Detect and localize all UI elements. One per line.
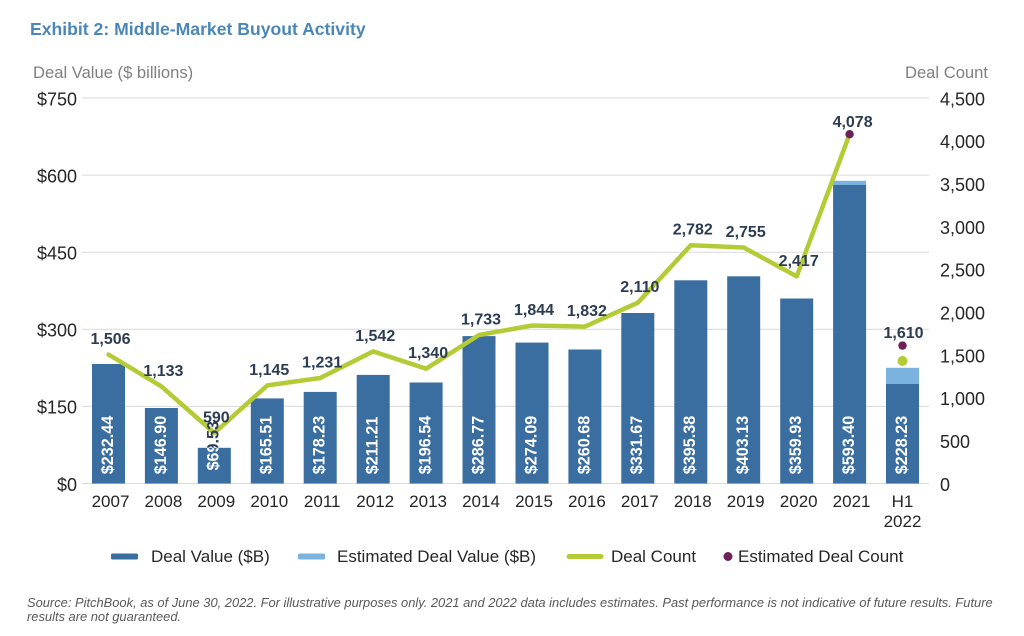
svg-text:2010: 2010 bbox=[250, 492, 288, 511]
svg-text:$331.67: $331.67 bbox=[628, 416, 646, 475]
svg-text:1,844: 1,844 bbox=[514, 302, 554, 319]
svg-text:0: 0 bbox=[940, 475, 950, 495]
svg-text:$274.09: $274.09 bbox=[522, 416, 540, 475]
svg-text:Deal Count: Deal Count bbox=[611, 547, 696, 566]
svg-text:$150: $150 bbox=[37, 398, 77, 418]
svg-text:$286.77: $286.77 bbox=[469, 416, 487, 475]
svg-text:1,733: 1,733 bbox=[461, 312, 501, 329]
svg-text:H1: H1 bbox=[892, 492, 914, 511]
svg-text:Deal Count: Deal Count bbox=[905, 63, 988, 82]
svg-text:2022: 2022 bbox=[884, 512, 922, 531]
svg-text:$395.38: $395.38 bbox=[681, 416, 699, 475]
svg-text:$0: $0 bbox=[57, 475, 77, 495]
svg-text:2019: 2019 bbox=[727, 492, 765, 511]
svg-text:2012: 2012 bbox=[356, 492, 394, 511]
svg-text:3,000: 3,000 bbox=[940, 218, 985, 238]
svg-text:2,755: 2,755 bbox=[726, 224, 766, 241]
svg-text:4,500: 4,500 bbox=[940, 89, 985, 109]
svg-text:1,340: 1,340 bbox=[408, 345, 448, 362]
svg-text:2016: 2016 bbox=[568, 492, 606, 511]
svg-text:Estimated Deal Value ($B): Estimated Deal Value ($B) bbox=[337, 547, 536, 566]
svg-text:1,506: 1,506 bbox=[90, 331, 130, 348]
svg-text:4,078: 4,078 bbox=[833, 114, 873, 131]
svg-text:1,500: 1,500 bbox=[940, 346, 985, 366]
svg-text:2021: 2021 bbox=[833, 492, 871, 511]
svg-text:1,832: 1,832 bbox=[567, 303, 607, 320]
svg-text:$146.90: $146.90 bbox=[152, 416, 170, 475]
svg-text:$403.13: $403.13 bbox=[734, 416, 752, 475]
svg-text:$750: $750 bbox=[37, 89, 77, 109]
svg-text:$232.44: $232.44 bbox=[99, 416, 117, 475]
svg-text:2,417: 2,417 bbox=[779, 253, 819, 270]
svg-text:1,000: 1,000 bbox=[940, 389, 985, 409]
svg-text:$260.68: $260.68 bbox=[575, 416, 593, 475]
svg-text:$165.51: $165.51 bbox=[258, 416, 276, 475]
svg-text:$600: $600 bbox=[37, 166, 77, 186]
svg-text:1,145: 1,145 bbox=[249, 362, 289, 379]
svg-text:Estimated Deal Count: Estimated Deal Count bbox=[738, 547, 904, 566]
svg-text:2,000: 2,000 bbox=[940, 304, 985, 324]
svg-text:2008: 2008 bbox=[144, 492, 182, 511]
svg-text:$69.53: $69.53 bbox=[205, 421, 223, 471]
svg-text:2007: 2007 bbox=[92, 492, 130, 511]
svg-text:2,782: 2,782 bbox=[673, 222, 713, 239]
svg-text:1,133: 1,133 bbox=[143, 363, 183, 380]
svg-text:2018: 2018 bbox=[674, 492, 712, 511]
svg-text:Deal Value ($ billions): Deal Value ($ billions) bbox=[33, 63, 193, 82]
svg-text:$359.93: $359.93 bbox=[787, 416, 805, 475]
svg-text:$228.23: $228.23 bbox=[893, 416, 911, 475]
svg-text:2,110: 2,110 bbox=[620, 279, 659, 296]
svg-text:500: 500 bbox=[940, 432, 970, 452]
svg-text:$593.40: $593.40 bbox=[840, 416, 858, 475]
svg-text:$178.23: $178.23 bbox=[311, 416, 329, 475]
svg-text:2014: 2014 bbox=[462, 492, 500, 511]
svg-text:$196.54: $196.54 bbox=[416, 416, 434, 475]
svg-text:2017: 2017 bbox=[621, 492, 659, 511]
svg-text:$69.53: $69.53 bbox=[205, 421, 223, 471]
svg-text:2013: 2013 bbox=[409, 492, 447, 511]
svg-text:2020: 2020 bbox=[780, 492, 818, 511]
svg-text:2011: 2011 bbox=[304, 492, 341, 511]
svg-text:Deal Value ($B): Deal Value ($B) bbox=[151, 547, 270, 566]
svg-text:results are not guaranteed.: results are not guaranteed. bbox=[27, 609, 181, 624]
svg-text:$211.21: $211.21 bbox=[364, 417, 382, 475]
svg-text:Exhibit 2: Middle-Market Buyou: Exhibit 2: Middle-Market Buyout Activity bbox=[30, 19, 366, 39]
svg-text:Source: PitchBook, as of June: Source: PitchBook, as of June 30, 2022. … bbox=[27, 595, 993, 610]
svg-text:4,000: 4,000 bbox=[940, 132, 985, 152]
svg-text:1,610: 1,610 bbox=[883, 325, 923, 342]
svg-text:$450: $450 bbox=[37, 244, 77, 264]
svg-text:2015: 2015 bbox=[515, 492, 553, 511]
svg-text:590: 590 bbox=[203, 410, 230, 427]
svg-text:1,542: 1,542 bbox=[355, 328, 395, 345]
svg-text:2,500: 2,500 bbox=[940, 261, 985, 281]
svg-text:$300: $300 bbox=[37, 321, 77, 341]
svg-text:3,500: 3,500 bbox=[940, 175, 985, 195]
svg-text:2009: 2009 bbox=[197, 492, 235, 511]
svg-text:1,231: 1,231 bbox=[302, 355, 342, 372]
